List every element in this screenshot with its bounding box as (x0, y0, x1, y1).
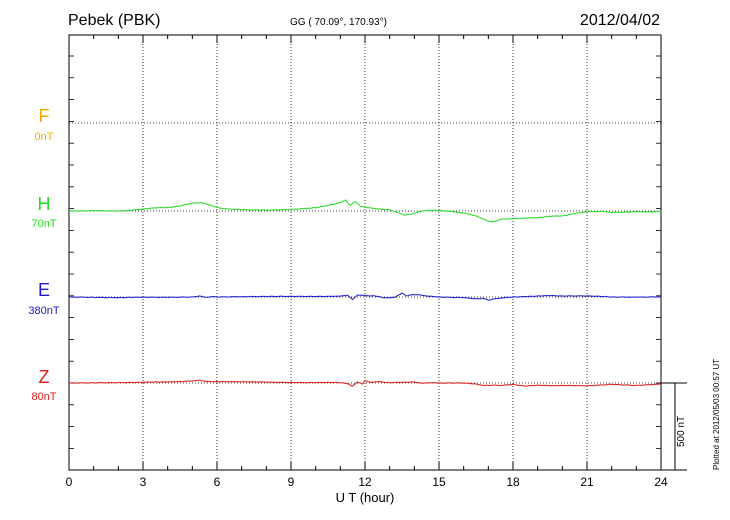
channel-e-offset: 380nT (28, 305, 60, 317)
x-axis-label: U T (hour) (335, 490, 395, 505)
x-axis-ticks: 0 3 6 9 12 15 18 21 24 (66, 35, 668, 489)
grid (69, 35, 661, 470)
station-coordinates: GG ( 70.09°, 170.93°) (290, 17, 387, 28)
channel-h-offset: 70nT (31, 218, 57, 230)
station-name: Pebek (PBK) (68, 12, 161, 29)
x-tick-label: 3 (140, 475, 147, 489)
x-tick-label: 0 (66, 475, 73, 489)
series-lines (68, 199, 662, 387)
x-tick-label: 24 (654, 475, 668, 489)
scale-bar-label: 500 nT (676, 415, 687, 447)
x-tick-label: 6 (214, 475, 221, 489)
channel-z-name: Z (38, 367, 50, 387)
channel-z-offset: 80nT (31, 391, 57, 403)
plotted-timestamp: Plotted at 2012/05/03 00:57 UT (712, 358, 721, 470)
x-tick-label: 9 (288, 475, 295, 489)
plot-date: 2012/04/02 (579, 12, 660, 29)
series-line-e (68, 292, 662, 301)
series-line-z (68, 379, 662, 387)
channel-e-name: E (37, 280, 50, 300)
x-tick-label: 21 (580, 475, 594, 489)
x-tick-label: 12 (358, 475, 372, 489)
scale-bar (661, 382, 687, 471)
channel-f-name: F (38, 106, 50, 126)
series-line-h (69, 199, 661, 223)
channel-f-offset: 0nT (34, 131, 54, 143)
channel-h-name: H (37, 194, 51, 214)
x-tick-label: 18 (506, 475, 520, 489)
x-tick-label: 15 (432, 475, 446, 489)
